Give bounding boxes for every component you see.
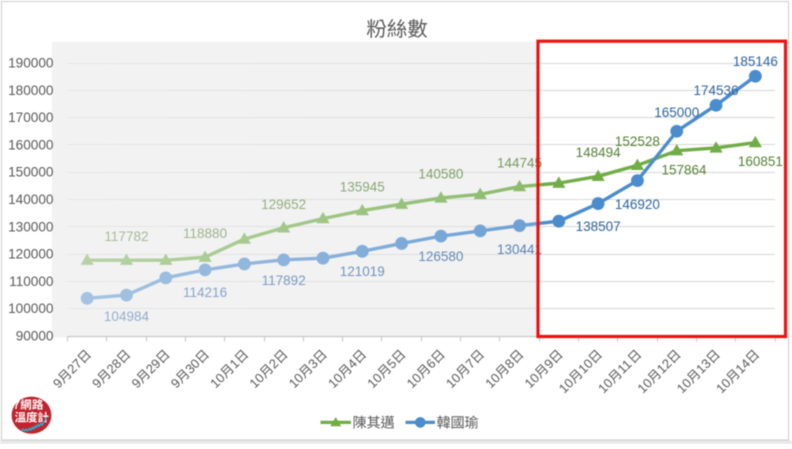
svg-text:185146: 185146 bbox=[733, 54, 778, 69]
svg-text:148494: 148494 bbox=[576, 145, 622, 160]
svg-text:160851: 160851 bbox=[738, 154, 783, 169]
svg-text:90000: 90000 bbox=[16, 329, 54, 344]
svg-text:146920: 146920 bbox=[615, 197, 660, 212]
svg-text:174536: 174536 bbox=[694, 83, 739, 98]
svg-text:140000: 140000 bbox=[8, 192, 54, 207]
svg-text:180000: 180000 bbox=[8, 83, 54, 98]
svg-text:110000: 110000 bbox=[9, 274, 54, 289]
svg-text:150000: 150000 bbox=[8, 165, 54, 180]
svg-text:160000: 160000 bbox=[8, 137, 54, 152]
svg-text:100000: 100000 bbox=[8, 301, 54, 316]
svg-text:130000: 130000 bbox=[8, 219, 54, 234]
svg-text:165000: 165000 bbox=[654, 105, 699, 120]
svg-text:152528: 152528 bbox=[615, 134, 660, 149]
svg-text:157864: 157864 bbox=[661, 162, 707, 177]
svg-text:138507: 138507 bbox=[576, 219, 621, 234]
svg-text:190000: 190000 bbox=[8, 56, 54, 71]
svg-text:170000: 170000 bbox=[8, 110, 54, 125]
svg-text:120000: 120000 bbox=[8, 247, 54, 262]
